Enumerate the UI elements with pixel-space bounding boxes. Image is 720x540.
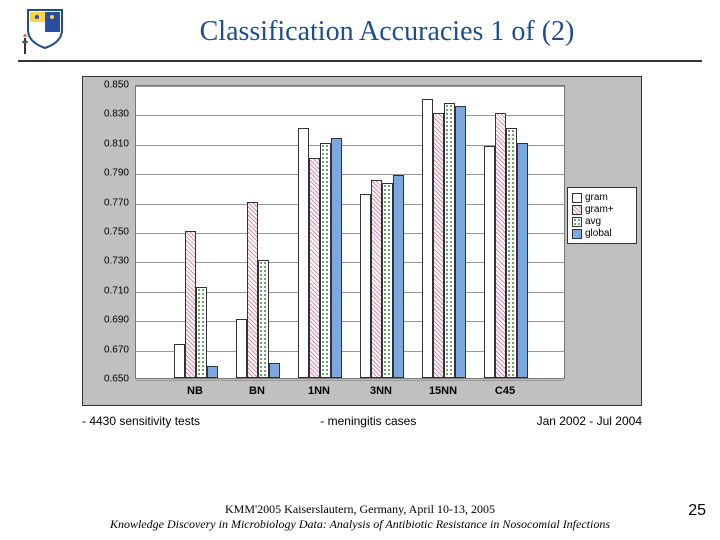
bar [207,366,218,378]
bar [298,128,309,378]
bar [320,143,331,378]
legend-swatch-gram [572,193,582,203]
bar [371,180,382,378]
bar [444,103,455,378]
note-cases: - meningitis cases [320,414,416,428]
bar [517,143,528,378]
title-underline [18,60,702,62]
chart-container: gram gram+ avg global 0.650 0.670 0.690 0.7… [82,76,642,448]
legend-swatch-gram-plus [572,205,582,215]
x-axis-label: 1NN [308,385,330,397]
university-crest [18,8,72,56]
bar [185,231,196,378]
slide-header: Classification Accuracies 1 of (2) [0,0,720,60]
legend-item: avg [572,216,632,227]
legend-label: gram [585,192,608,203]
bar [360,194,371,378]
bar [331,138,342,378]
bar [495,113,506,378]
gridline [136,86,564,87]
y-axis-label: 0.810 [104,138,129,149]
slide: Classification Accuracies 1 of (2) gram … [0,0,720,540]
slide-title: Classification Accuracies 1 of (2) [72,16,702,48]
legend-label: global [585,228,612,239]
legend-item: gram+ [572,204,632,215]
footer-line2: Knowledge Discovery in Microbiology Data… [0,517,720,532]
legend-label: avg [585,216,601,227]
y-axis-label: 0.690 [104,315,129,326]
note-dates: Jan 2002 - Jul 2004 [537,414,642,428]
legend-item: global [572,228,632,239]
y-axis-label: 0.670 [104,344,129,355]
bar [174,344,185,378]
bar [484,146,495,378]
x-axis-label: NB [187,385,203,397]
y-axis-label: 0.650 [104,374,129,385]
bar [455,106,466,378]
note-tests: - 4430 sensitivity tests [82,414,200,428]
x-axis-label: 3NN [370,385,392,397]
bar [247,202,258,378]
bar [382,183,393,379]
footer-line1: KMM'2005 Kaiserslautern, Germany, April … [0,502,720,517]
plot-region [135,85,565,379]
y-axis-label: 0.750 [104,227,129,238]
y-axis-label: 0.830 [104,109,129,120]
gridline [136,380,564,381]
y-axis-label: 0.710 [104,285,129,296]
legend-label: gram+ [585,204,614,215]
page-number: 25 [688,502,706,520]
y-axis-label: 0.770 [104,197,129,208]
bar [433,113,444,378]
bar [269,363,280,378]
crest-icon [18,8,72,56]
y-axis-label: 0.730 [104,256,129,267]
y-axis-label: 0.790 [104,168,129,179]
chart-notes: - 4430 sensitivity tests - meningitis ca… [82,414,642,428]
y-axis-label: 0.850 [104,80,129,91]
bar [422,99,433,378]
bar [196,287,207,378]
x-axis-label: BN [249,385,265,397]
bar [309,158,320,379]
legend: gram gram+ avg global [567,187,637,244]
slide-footer: KMM'2005 Kaiserslautern, Germany, April … [0,502,720,532]
legend-swatch-global [572,229,582,239]
legend-item: gram [572,192,632,203]
legend-swatch-avg [572,217,582,227]
x-axis-label: C45 [495,385,515,397]
bar [506,128,517,378]
bar [258,260,269,378]
bar [236,319,247,378]
bar [393,175,404,378]
chart-panel: gram gram+ avg global 0.650 0.670 0.690 0.7… [82,76,642,406]
x-axis-label: 15NN [429,385,457,397]
